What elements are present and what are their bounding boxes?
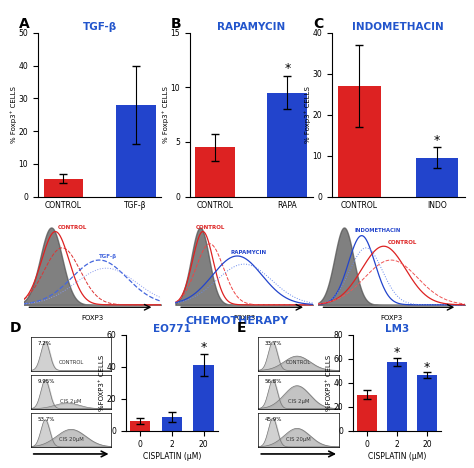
Y-axis label: % Foxp3⁺ CELLS: % Foxp3⁺ CELLS: [304, 86, 311, 143]
Text: CONTROL: CONTROL: [58, 225, 87, 230]
Title: RAPAMYCIN: RAPAMYCIN: [217, 22, 285, 32]
Y-axis label: % Foxp3⁺ CELLS: % Foxp3⁺ CELLS: [10, 86, 17, 143]
X-axis label: CISPLATIN (μM): CISPLATIN (μM): [143, 452, 201, 461]
Text: RAPAMYCIN: RAPAMYCIN: [230, 249, 266, 255]
Text: B: B: [171, 17, 181, 31]
X-axis label: CISPLATIN (μM): CISPLATIN (μM): [368, 452, 426, 461]
Text: A: A: [19, 17, 30, 31]
Title: LM3: LM3: [385, 324, 409, 334]
Text: 7.2%: 7.2%: [37, 341, 51, 346]
Text: TGF-β: TGF-β: [99, 254, 118, 259]
Text: FOXP3: FOXP3: [233, 314, 255, 321]
Text: CIS 2μM: CIS 2μM: [288, 399, 310, 404]
Title: INDOMETHACIN: INDOMETHACIN: [352, 22, 444, 32]
Bar: [130, 421, 150, 431]
Text: CONTROL: CONTROL: [58, 360, 84, 366]
Bar: [387, 362, 407, 431]
Bar: [357, 395, 377, 431]
Bar: [338, 86, 381, 197]
Text: *: *: [284, 62, 291, 75]
Title: TGF-β: TGF-β: [82, 22, 117, 32]
Y-axis label: % Foxp3⁺ CELLS: % Foxp3⁺ CELLS: [162, 86, 169, 143]
Text: CONTROL: CONTROL: [286, 360, 311, 366]
Bar: [416, 158, 458, 197]
Text: CONTROL: CONTROL: [388, 240, 418, 245]
Text: CHEMOTHERAPY: CHEMOTHERAPY: [185, 315, 289, 326]
Y-axis label: %FOXP3⁺ CELLS: %FOXP3⁺ CELLS: [326, 355, 332, 410]
Bar: [162, 417, 182, 431]
Text: INDOMETHACIN: INDOMETHACIN: [355, 227, 401, 233]
Text: 9.95%: 9.95%: [37, 379, 55, 384]
Text: CIS 20μM: CIS 20μM: [59, 437, 83, 442]
Text: C: C: [313, 17, 323, 31]
Bar: [417, 375, 437, 431]
Bar: [195, 147, 235, 197]
Text: CONTROL: CONTROL: [196, 225, 225, 230]
Text: *: *: [201, 342, 207, 354]
Bar: [267, 93, 307, 197]
Text: E: E: [237, 321, 246, 335]
Bar: [193, 365, 214, 431]
Text: CIS 2μM: CIS 2μM: [60, 399, 82, 404]
Text: 53.7%: 53.7%: [37, 417, 55, 423]
Text: FOXP3: FOXP3: [380, 314, 402, 321]
Bar: [116, 105, 155, 197]
Text: D: D: [9, 321, 21, 335]
Text: 45.9%: 45.9%: [265, 417, 282, 423]
Text: *: *: [424, 361, 430, 373]
Bar: [44, 178, 83, 197]
Text: *: *: [394, 346, 400, 359]
Text: CIS 20μM: CIS 20μM: [286, 437, 311, 442]
Title: EO771: EO771: [153, 324, 191, 334]
Text: 56.8%: 56.8%: [265, 379, 282, 384]
Text: FOXP3: FOXP3: [82, 314, 103, 321]
Text: *: *: [434, 134, 440, 147]
Y-axis label: %FOXP3⁺ CELLS: %FOXP3⁺ CELLS: [99, 355, 105, 410]
Text: 33.7%: 33.7%: [265, 341, 282, 346]
